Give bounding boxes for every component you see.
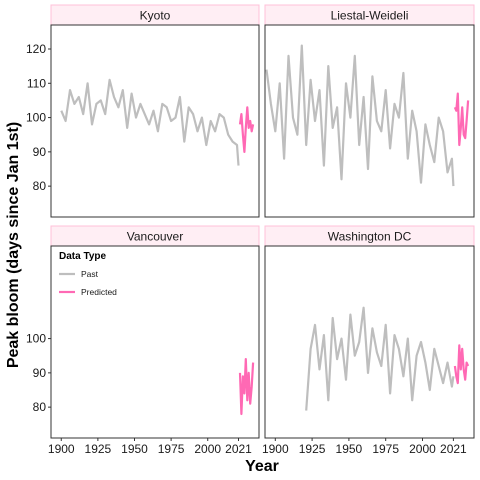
x-tick-label: 1950 bbox=[121, 442, 148, 456]
panel-frame bbox=[264, 245, 475, 439]
panel-frame bbox=[50, 245, 260, 439]
series-line-predicted bbox=[453, 344, 470, 385]
x-tick-label: 2021 bbox=[440, 442, 467, 456]
series-line-predicted bbox=[453, 92, 470, 147]
x-tick-label: 2000 bbox=[409, 442, 436, 456]
x-tick-label: 1925 bbox=[299, 442, 326, 456]
x-tick-label: 1900 bbox=[48, 442, 75, 456]
panel-vancouver: Vancouver 1900 1925 1950 1975 2000 2021 80 90 100 bbox=[26, 225, 260, 456]
y-tick-label: 80 bbox=[33, 179, 47, 193]
panel-kyoto: Kyoto 80 90 100 110 120 bbox=[26, 4, 260, 218]
facet-strip-label: Washington DC bbox=[328, 230, 412, 244]
legend-entry-label: Past bbox=[81, 269, 99, 279]
facet-strip-label: Kyoto bbox=[140, 9, 171, 23]
legend-title: Data Type bbox=[59, 251, 106, 262]
legend: Data Type Past Predicted bbox=[59, 251, 117, 297]
y-tick-label: 120 bbox=[26, 42, 46, 56]
series-line-past bbox=[60, 78, 240, 166]
x-axis-title: Year bbox=[245, 458, 279, 475]
y-tick-label: 100 bbox=[26, 111, 46, 125]
x-tick-label: 1975 bbox=[372, 442, 399, 456]
series-line-past bbox=[305, 306, 455, 411]
series-line-past bbox=[265, 44, 455, 187]
y-axis-title: Peak bloom (days since Jan 1st) bbox=[5, 122, 22, 368]
x-tick-label: 1950 bbox=[336, 442, 363, 456]
x-tick-label: 1900 bbox=[262, 442, 289, 456]
series-line-predicted bbox=[238, 106, 255, 153]
series-line-predicted bbox=[238, 358, 255, 416]
x-tick-label: 1925 bbox=[85, 442, 112, 456]
x-tick-label: 1975 bbox=[158, 442, 185, 456]
y-tick-label: 90 bbox=[33, 145, 47, 159]
panel-washington-dc: Washington DC 1900 1925 1950 1975 2000 2021 bbox=[262, 225, 475, 456]
facet-strip-label: Vancouver bbox=[127, 230, 183, 244]
x-tick-label: 2021 bbox=[225, 442, 252, 456]
panel-liestal-weideli: Liestal-Weideli bbox=[264, 4, 475, 218]
facet-panels: Kyoto 80 90 100 110 120 Liestal-Weideli Vancouv… bbox=[26, 4, 475, 456]
y-tick-label: 100 bbox=[26, 332, 46, 346]
y-tick-label: 80 bbox=[33, 400, 47, 414]
y-tick-label: 110 bbox=[27, 76, 46, 90]
y-tick-label: 90 bbox=[33, 366, 47, 380]
legend-entry-label: Predicted bbox=[81, 287, 117, 297]
facet-strip-label: Liestal-Weideli bbox=[331, 9, 409, 23]
x-tick-label: 2000 bbox=[194, 442, 221, 456]
